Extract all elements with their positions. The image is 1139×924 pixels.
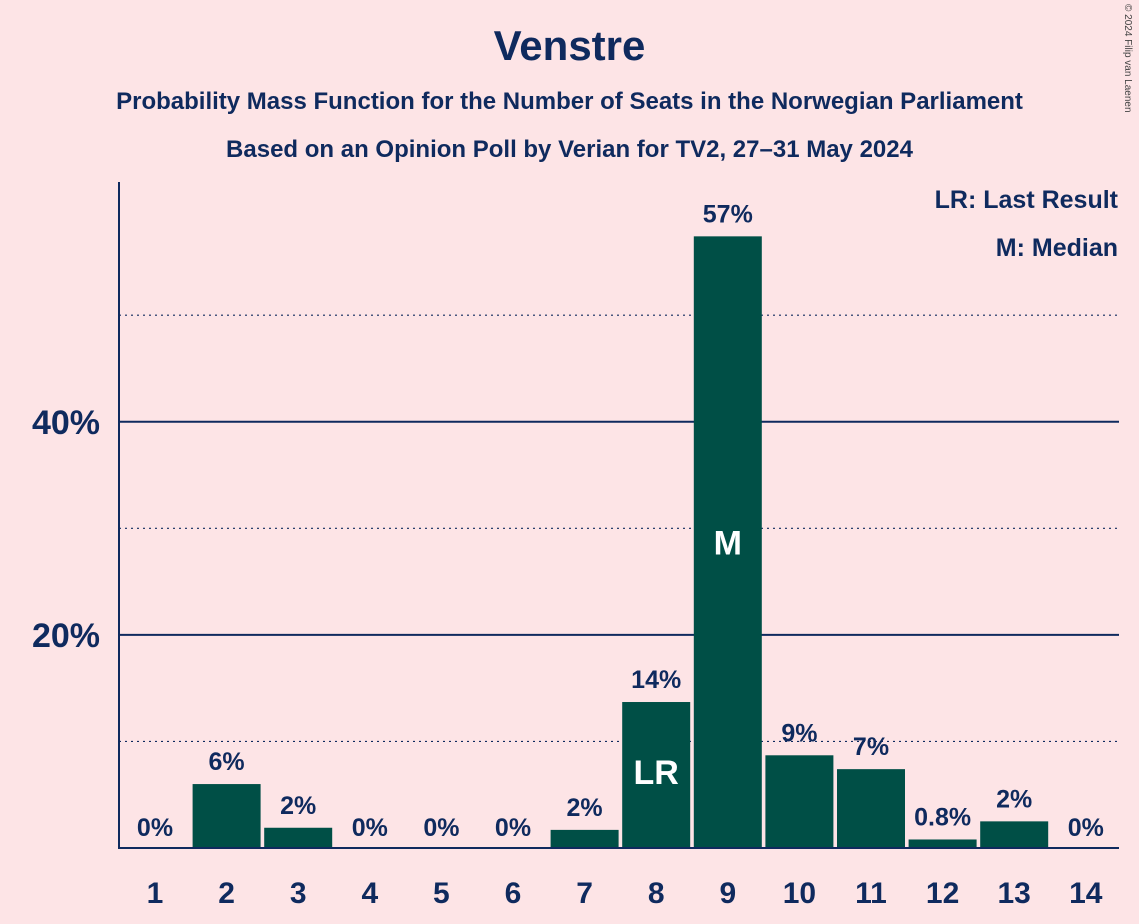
median-marker: M — [714, 524, 742, 562]
value-label: 0% — [495, 814, 531, 842]
x-tick-label: 1 — [147, 877, 164, 910]
value-label: 2% — [280, 792, 316, 820]
value-label: 0% — [423, 814, 459, 842]
x-tick-label: 3 — [290, 877, 307, 910]
x-tick-label: 13 — [998, 877, 1031, 910]
x-tick-label: 2 — [218, 877, 235, 910]
value-label: 0% — [1068, 814, 1104, 842]
x-tick-label: 8 — [648, 877, 665, 910]
x-tick-label: 12 — [926, 877, 959, 910]
bar-10 — [765, 755, 834, 848]
value-label: 57% — [703, 200, 753, 228]
bar-9 — [693, 236, 762, 849]
x-tick-label: 7 — [576, 877, 593, 910]
value-label: 0% — [352, 814, 388, 842]
x-tick-label: 11 — [855, 877, 887, 910]
x-tick-label: 6 — [505, 877, 522, 910]
value-label: 6% — [209, 748, 245, 776]
x-tick-label: 10 — [783, 877, 816, 910]
bar-12 — [908, 839, 977, 848]
value-label: 2% — [567, 794, 603, 822]
value-label: 7% — [853, 733, 889, 761]
bar-3 — [264, 827, 333, 848]
chart-subtitle: Probability Mass Function for the Number… — [116, 88, 1023, 115]
y-tick-label: 20% — [32, 617, 100, 655]
bar-11 — [837, 769, 905, 848]
value-label: 14% — [631, 666, 681, 694]
value-label: 9% — [781, 719, 817, 747]
legend-last-result: LR: Last Result — [934, 186, 1118, 214]
x-tick-label: 5 — [433, 877, 450, 910]
value-label: 0.8% — [914, 803, 971, 831]
y-tick-label: 40% — [32, 404, 100, 442]
last-result-marker: LR — [634, 754, 679, 792]
x-tick-label: 14 — [1069, 877, 1103, 910]
bar-8 — [622, 702, 691, 848]
bar-2 — [192, 784, 261, 848]
bar-13 — [980, 821, 1049, 848]
x-tick-label: 4 — [361, 877, 378, 910]
bar-7 — [550, 829, 619, 848]
value-label: 2% — [996, 785, 1032, 813]
x-tick-label: 9 — [719, 877, 736, 910]
legend-median: M: Median — [995, 234, 1118, 262]
value-label: 0% — [137, 814, 173, 842]
chart-title: Venstre — [493, 22, 646, 69]
chart-source: Based on an Opinion Poll by Verian for T… — [226, 136, 913, 163]
